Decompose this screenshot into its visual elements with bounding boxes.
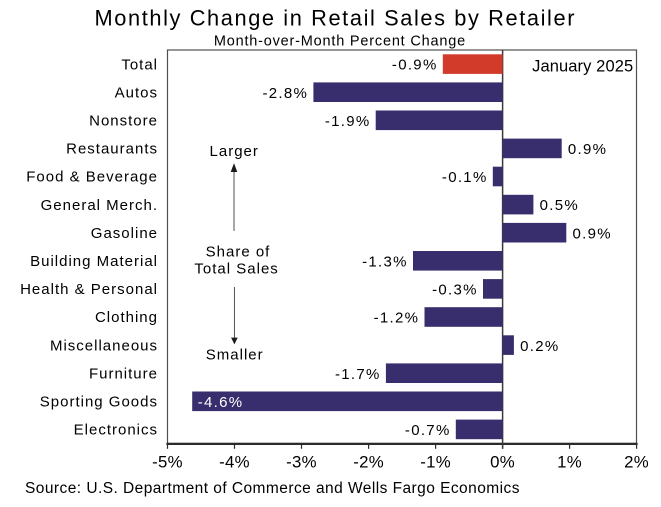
svg-text:Total: Total (121, 56, 158, 73)
svg-text:Source: U.S. Department of Com: Source: U.S. Department of Commerce and … (25, 480, 520, 497)
svg-text:-2.8%: -2.8% (263, 85, 309, 102)
svg-text:Autos: Autos (115, 84, 158, 101)
svg-text:-4%: -4% (219, 452, 250, 471)
svg-text:-1.9%: -1.9% (325, 113, 371, 130)
svg-text:2%: 2% (624, 452, 649, 471)
svg-text:-1%: -1% (420, 452, 451, 471)
svg-text:-0.1%: -0.1% (442, 169, 488, 186)
svg-text:General Merch.: General Merch. (41, 197, 158, 214)
svg-text:Gasoline: Gasoline (91, 225, 158, 242)
svg-text:Sporting Goods: Sporting Goods (40, 394, 158, 411)
svg-text:-0.9%: -0.9% (392, 57, 438, 74)
svg-text:-1.7%: -1.7% (335, 366, 381, 383)
svg-text:-2%: -2% (353, 452, 384, 471)
svg-text:Month-over-Month Percent Chang: Month-over-Month Percent Change (214, 33, 466, 49)
svg-text:Clothing: Clothing (95, 309, 158, 326)
svg-text:Electronics: Electronics (74, 422, 158, 439)
svg-text:Share of: Share of (206, 244, 271, 261)
svg-text:Food & Beverage: Food & Beverage (26, 169, 158, 186)
svg-text:0.2%: 0.2% (520, 338, 559, 355)
svg-text:0.9%: 0.9% (573, 225, 612, 242)
svg-text:Smaller: Smaller (206, 346, 264, 363)
svg-text:-5%: -5% (152, 452, 183, 471)
svg-text:Total Sales: Total Sales (194, 260, 278, 277)
svg-text:Miscellaneous: Miscellaneous (50, 337, 158, 354)
svg-text:Monthly Change in Retail Sales: Monthly Change in Retail Sales by Retail… (95, 5, 577, 30)
svg-text:-0.7%: -0.7% (405, 422, 451, 439)
svg-text:0%: 0% (490, 452, 515, 471)
svg-text:0.5%: 0.5% (540, 197, 579, 214)
svg-text:0.9%: 0.9% (568, 141, 607, 158)
svg-text:Building Material: Building Material (30, 253, 158, 270)
svg-text:Furniture: Furniture (89, 365, 158, 382)
svg-text:Larger: Larger (210, 143, 259, 160)
svg-text:Health & Personal: Health & Personal (20, 281, 158, 298)
svg-text:-1.3%: -1.3% (362, 254, 408, 271)
svg-text:-3%: -3% (286, 452, 317, 471)
svg-text:January 2025: January 2025 (532, 58, 633, 76)
svg-text:Nonstore: Nonstore (89, 113, 158, 130)
svg-text:-1.2%: -1.2% (374, 310, 420, 327)
svg-text:Restaurants: Restaurants (66, 141, 158, 158)
svg-text:-4.6%: -4.6% (198, 394, 244, 411)
svg-text:-0.3%: -0.3% (432, 282, 478, 299)
svg-text:1%: 1% (557, 452, 582, 471)
